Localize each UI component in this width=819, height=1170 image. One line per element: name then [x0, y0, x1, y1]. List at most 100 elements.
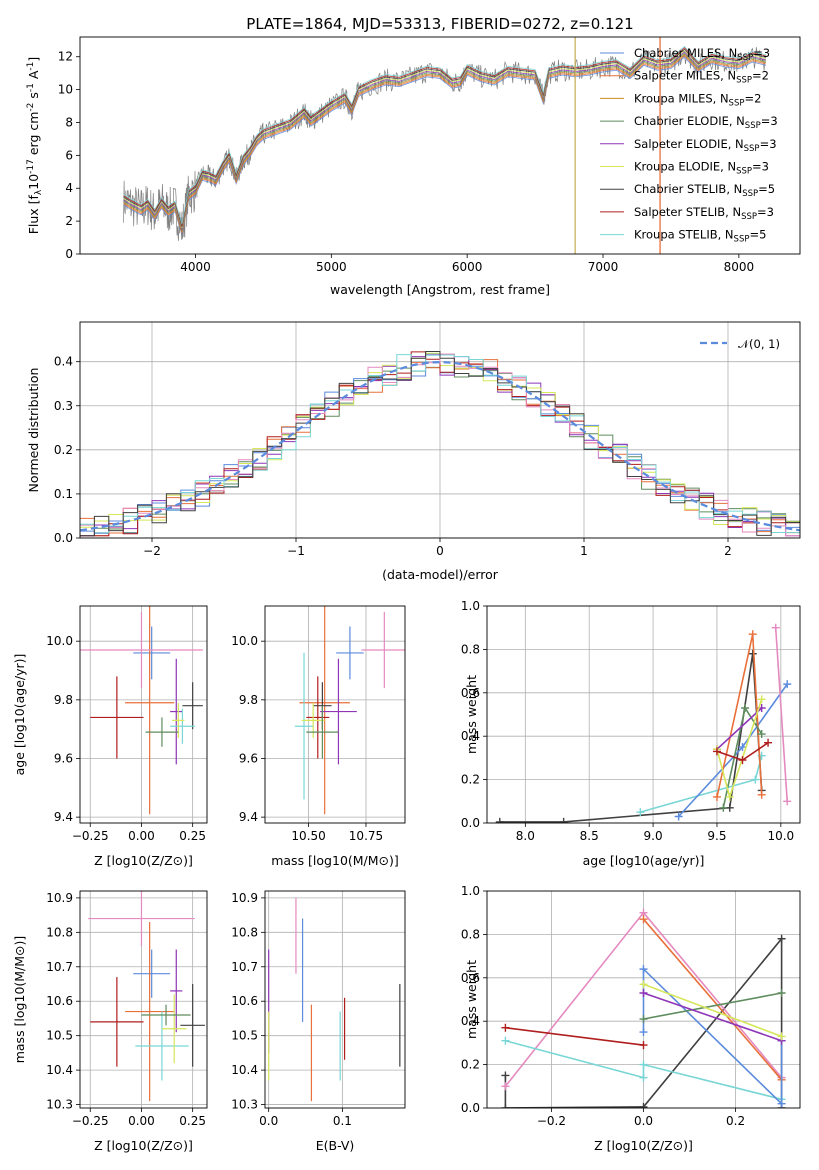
y-tick-label: 10.7	[231, 960, 258, 974]
weight-marker	[501, 1071, 510, 1080]
weight-line	[642, 967, 783, 1106]
y-tick-label: 0.6	[461, 686, 480, 700]
weight-marker	[738, 756, 747, 765]
axes-frame	[79, 605, 208, 824]
legend-entry: Kroupa STELIB, NSSP=5	[634, 228, 766, 245]
x-tick-label: 5000	[316, 260, 347, 274]
y-tick-label: 10.6	[231, 994, 258, 1008]
legend-subscript: SSP	[741, 212, 757, 222]
weight-marker	[719, 803, 728, 812]
weight-marker	[777, 1099, 786, 1108]
plot-area-age_vs_Z	[80, 606, 207, 823]
weight-marker	[751, 775, 760, 784]
x-tick-label: 0.1	[333, 1114, 352, 1128]
y-tick-label: 10.7	[46, 960, 73, 974]
y-tick-label: 10.0	[231, 634, 258, 648]
axes-frame	[264, 890, 406, 1109]
x-tick-label: 0	[436, 544, 444, 558]
axes-frame	[79, 890, 208, 1109]
y-tick-label: 10.5	[46, 1029, 73, 1043]
y-tick-label: 0.4	[461, 1014, 480, 1028]
weight-line	[643, 983, 782, 1038]
weight-marker	[757, 790, 766, 799]
x-tick-label: 0.00	[128, 829, 155, 843]
model-line	[123, 56, 767, 235]
chart-age_vs_Z: −0.25 0.00 0.25 9.4 9.6 9.8 10.0 Z [log10(Z/Z⊙)…	[12, 605, 208, 868]
axes-frame	[79, 321, 801, 539]
weight-line	[640, 755, 763, 813]
y-tick-label: 1.0	[461, 884, 480, 898]
y-tick-label: 10.4	[46, 1063, 73, 1077]
legend-series-name: Kroupa STELIB, N	[634, 228, 734, 242]
legend-entry: 𝒩(0, 1)	[738, 337, 780, 351]
legend-n: =3	[752, 160, 769, 174]
y-tick-label: 0.0	[461, 816, 480, 830]
weight-marker	[725, 792, 734, 801]
x-tick-label: −2	[143, 544, 161, 558]
y-axis-label-part: -2	[26, 103, 36, 112]
y-tick-label: 0.0	[54, 531, 73, 545]
weight-marker	[712, 792, 721, 801]
y-axis-label-part: A	[26, 70, 41, 83]
y-tick-label: 0.2	[54, 443, 73, 457]
legend-n: =3	[753, 46, 770, 60]
x-tick-label: 0.00	[128, 1114, 155, 1128]
y-tick-label: 2	[65, 214, 73, 228]
y-tick-label: 10.3	[46, 1098, 73, 1112]
x-tick-label: −0.25	[72, 829, 109, 843]
y-tick-label: 12	[58, 50, 73, 64]
legend-subscript: SSP	[744, 144, 760, 154]
weight-marker	[639, 1015, 648, 1024]
y-tick-label: 9.6	[54, 751, 73, 765]
weight-line	[643, 992, 782, 1020]
y-tick-label: 0.1	[54, 487, 73, 501]
weight-line	[774, 627, 788, 802]
weight-marker	[639, 915, 648, 924]
y-tick-label: 9.6	[239, 751, 258, 765]
x-tick-label: 8.5	[580, 829, 599, 843]
x-tick-label: 10.75	[349, 829, 383, 843]
model-line	[123, 51, 767, 230]
legend-subscript: SSP	[729, 98, 745, 108]
normal-curve	[80, 360, 800, 532]
x-tick-label: 8.0	[516, 829, 535, 843]
y-axis-label: age [log10(age/yr)]	[12, 654, 27, 776]
y-tick-label: 1.0	[461, 599, 480, 613]
model-line	[123, 55, 767, 234]
weight-marker	[501, 1023, 510, 1032]
x-tick-label: 2	[724, 544, 732, 558]
weight-line	[643, 992, 782, 1042]
y-tick-label: 9.8	[54, 693, 73, 707]
legend-series-name: Salpeter MILES, N	[634, 69, 736, 83]
y-axis-label-part: erg cm	[26, 112, 41, 160]
y-tick-label: 0.2	[461, 1058, 480, 1072]
y-tick-label: 9.4	[239, 810, 258, 824]
weight-marker	[639, 1041, 648, 1050]
legend-subscript: SSP	[737, 53, 753, 63]
y-tick-label: 9.4	[54, 810, 73, 824]
y-tick-label: 10.0	[46, 634, 73, 648]
weight-marker	[639, 1028, 648, 1037]
weight-marker	[639, 965, 648, 974]
weight-marker	[757, 695, 766, 704]
weight-line	[716, 707, 763, 750]
y-axis-label-part: -1	[26, 83, 36, 92]
weight-marker	[738, 743, 747, 752]
x-tick-label: 10.0	[767, 829, 794, 843]
y-tick-label: 10.8	[46, 925, 73, 939]
weight-marker	[777, 988, 786, 997]
weight-marker	[639, 980, 648, 989]
x-axis-label: E(B-V)	[316, 1138, 355, 1153]
x-tick-label: 8000	[724, 260, 755, 274]
weight-marker	[771, 623, 780, 632]
model-line	[123, 53, 767, 233]
chart-mass_vs_ebv: 0.0 0.1 10.3 10.4 10.5 10.6 10.7 10.8 10.9 E(B-V)	[231, 890, 406, 1153]
weight-line	[505, 1026, 644, 1046]
weight-marker	[636, 808, 645, 817]
weight-marker	[639, 988, 648, 997]
y-tick-label: 0.6	[461, 971, 480, 985]
weight-marker	[757, 730, 766, 739]
y-axis-label: mass weight	[464, 960, 479, 1039]
y-tick-label: 8	[65, 115, 73, 129]
